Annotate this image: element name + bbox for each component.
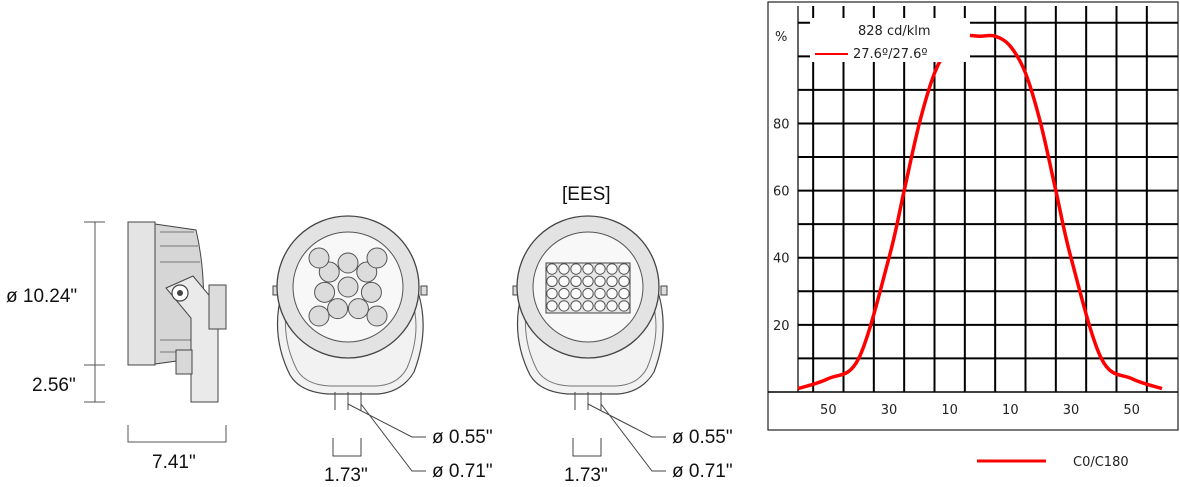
x-tick-label: 50 (820, 403, 837, 418)
led-chip-icon (618, 275, 630, 287)
chart-info-text: 828 cd/klm (858, 24, 931, 39)
side-housing-front (127, 221, 156, 366)
led-chip-icon (558, 263, 570, 275)
led-chip-icon (558, 300, 570, 312)
led-chip-icon (570, 300, 582, 312)
led-lens-icon (308, 247, 330, 269)
led-chip-icon (582, 287, 594, 300)
ees-leader-lines (587, 403, 666, 472)
led-chip-icon (570, 263, 582, 275)
side-view: ø 10.24" 2.56" 7.41" (6, 221, 227, 473)
standard-led-lens-cluster (308, 247, 388, 327)
led-lens-icon (366, 305, 388, 327)
led-lens-icon (308, 305, 330, 327)
led-chip-icon (594, 263, 606, 275)
chart-y-ticks: 20 40 60 80 (773, 117, 790, 333)
front-view-ees: [EES] ø 0.55" ø 0.71" 1.73" (512, 184, 733, 486)
legend-label: C0/C180 (1073, 455, 1129, 470)
standard-cable-lines (334, 392, 362, 410)
side-mount-plate (208, 284, 227, 330)
led-chip-icon (618, 300, 630, 312)
standard-spacing-label: 1.73" (324, 465, 368, 486)
fin-lines (160, 231, 200, 353)
y-tick-label: 60 (773, 185, 790, 200)
standard-yoke-inner (284, 299, 417, 387)
led-chip-icon (582, 263, 594, 275)
ees-spacing-label: 1.73" (564, 465, 608, 486)
led-lens-icon (366, 247, 388, 269)
side-height-label: 2.56" (32, 375, 76, 396)
ees-yoke-inner (524, 299, 657, 387)
side-diameter-label: ø 10.24" (6, 286, 77, 307)
bracket-pivot-bolt-icon (177, 290, 183, 296)
standard-cable-outer-label: ø 0.71" (432, 461, 493, 482)
ees-cable-outer-label: ø 0.71" (672, 461, 733, 482)
height-dimension-lines (84, 221, 105, 403)
led-chip-icon (606, 300, 618, 312)
led-lens-icon (327, 298, 349, 320)
standard-cable-inner-label: ø 0.55" (432, 427, 493, 448)
ees-title: [EES] (562, 184, 611, 205)
led-lens-icon (337, 276, 359, 298)
standard-right-knob (420, 285, 428, 296)
ees-spacing-dimension (572, 438, 602, 457)
led-chip-icon (618, 263, 630, 275)
front-view-standard: ø 0.55" ø 0.71" 1.73" (272, 215, 493, 486)
y-tick-label: 20 (773, 319, 790, 334)
chart-y-label: % (775, 30, 787, 45)
led-chip-icon (618, 287, 630, 300)
led-chip-icon (594, 275, 606, 287)
led-chip-icon (606, 263, 618, 275)
chart-series-line (797, 33, 1163, 391)
led-chip-icon (594, 300, 606, 312)
y-tick-label: 40 (773, 252, 790, 267)
led-lens-icon (337, 252, 359, 274)
led-chip-icon (594, 287, 606, 300)
x-tick-label: 30 (1063, 403, 1080, 418)
side-bracket (165, 275, 219, 403)
led-chip-icon (558, 275, 570, 287)
ees-right-knob (660, 285, 668, 296)
led-chip-icon (570, 287, 582, 300)
photometric-chart: 20 40 60 80 50 30 10 10 30 50 % 828 cd/klm 27.6º… (767, 1, 1179, 431)
x-tick-label: 10 (941, 403, 958, 418)
ees-cable-inner-label: ø 0.55" (672, 427, 733, 448)
x-tick-label: 30 (881, 403, 898, 418)
x-tick-label: 10 (1002, 403, 1019, 418)
led-chip-icon (606, 275, 618, 287)
side-depth-label: 7.41" (152, 452, 196, 473)
led-lens-icon (314, 281, 336, 303)
led-chip-icon (546, 300, 558, 312)
led-chip-icon (570, 275, 582, 287)
x-tick-label: 50 (1123, 403, 1140, 418)
chart-legend: C0/C180 (977, 455, 1129, 470)
led-chip-icon (546, 263, 558, 275)
led-lens-icon (360, 281, 382, 303)
standard-spacing-dimension (332, 438, 362, 457)
led-chip-icon (546, 287, 558, 300)
chart-grid (768, 6, 1178, 393)
led-chip-icon (606, 287, 618, 300)
chart-series-label: 27.6º/27.6º (853, 47, 928, 62)
ees-led-grid (546, 263, 630, 312)
led-lens-icon (347, 298, 369, 320)
chart-x-ticks: 50 30 10 10 30 50 (820, 403, 1140, 418)
cable-gland (175, 349, 193, 375)
depth-dimension-line (127, 425, 227, 443)
led-chip-icon (582, 300, 594, 312)
led-chip-icon (546, 275, 558, 287)
led-chip-icon (582, 275, 594, 287)
led-chip-icon (558, 287, 570, 300)
y-tick-label: 80 (773, 117, 790, 132)
standard-leader-lines (347, 403, 426, 472)
ees-cable-lines (574, 392, 602, 410)
